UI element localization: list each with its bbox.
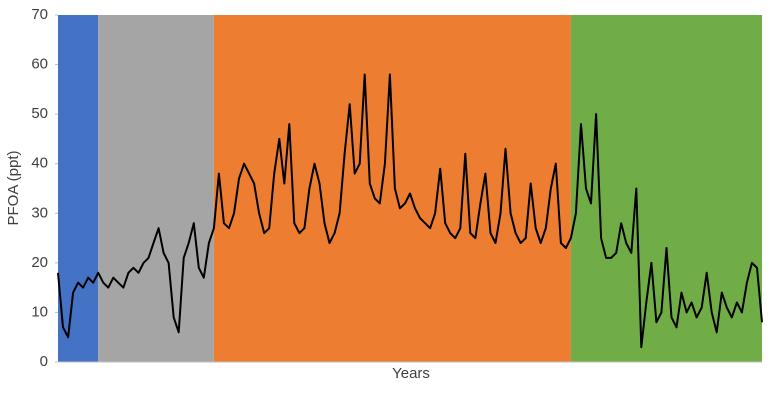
y-tick-label: 10 xyxy=(31,303,48,320)
y-tick-label: 60 xyxy=(31,56,48,73)
line-series xyxy=(57,73,763,349)
y-tick-label: 50 xyxy=(31,105,48,122)
period-band xyxy=(570,15,762,362)
y-tick-label: 0 xyxy=(40,353,48,370)
period-band xyxy=(213,15,571,362)
y-tick-label: 40 xyxy=(31,155,48,172)
x-axis-label: Years xyxy=(392,365,430,382)
period-band xyxy=(58,15,99,362)
y-tick-label: 70 xyxy=(31,6,48,23)
period-band xyxy=(98,15,214,362)
y-tick-label: 30 xyxy=(31,204,48,221)
y-axis-label: PFOA (ppt) xyxy=(5,150,22,225)
y-tick-label: 20 xyxy=(31,254,48,271)
